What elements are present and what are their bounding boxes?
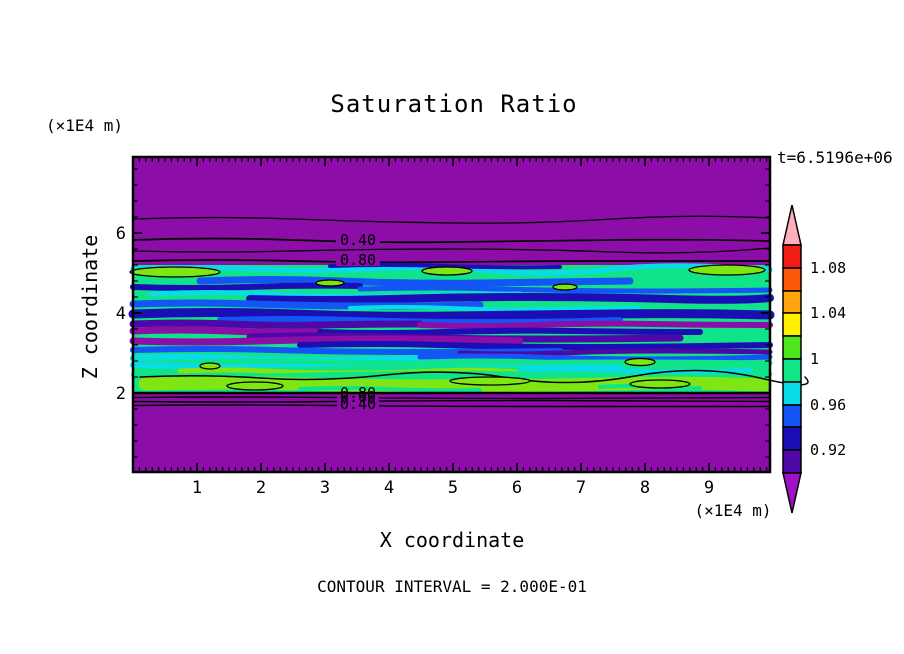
colorbar-cell [782,404,802,428]
z-tick-labels: 6 4 2 [116,224,126,404]
x-tick-label: 4 [384,478,394,498]
x-tick-label: 1 [192,478,202,498]
x-tick-label: 2 [256,478,266,498]
contour-label-060-bottom: 0.60 [340,388,376,406]
x-axis-label: X coordinate [380,528,525,552]
contour-label-080-bottom: 0.80 [340,384,376,402]
z-tick-label: 6 [116,224,126,244]
x-tick-label: 9 [704,478,714,498]
colorbar-label: 1.04 [810,304,846,322]
time-annotation: t=6.5196e+06 [777,148,893,167]
x-tick-label: 3 [320,478,330,498]
colorbar-cell [782,290,802,314]
contour-label-backgrounds [336,233,380,407]
colorbar-cell [782,335,802,360]
page-title: Saturation Ratio [330,90,577,118]
colorbar-label: 1 [810,350,819,368]
lower-contour-lines [132,391,771,408]
z-tick-label: 4 [116,304,126,324]
z-axis-unit: (×1E4 m) [46,116,123,135]
plot-area: 0.40 0.80 0.80 0.60 0.40 [128,155,809,474]
colorbar-label: 1.08 [810,259,846,277]
colorbar-cell [782,267,802,292]
colorbar-cell [782,381,802,406]
x-tick-label: 6 [512,478,522,498]
plot-border [131,155,772,474]
contour-label-080-top: 0.80 [340,251,376,269]
colorbar-arrow-top [782,204,802,246]
upper-contour-lines [132,215,771,264]
contour-value-labels: 0.40 0.80 0.80 0.60 0.40 [340,231,376,413]
colorbar-cell [782,358,802,383]
x-axis-unit: (×1E4 m) [694,501,771,520]
colorbar-cell [782,244,802,269]
saturation-band [128,263,809,393]
x-tick-labels: 1 2 3 4 5 6 7 8 9 [192,478,714,498]
colorbar-cell [782,312,802,337]
x-tick-label: 7 [576,478,586,498]
z-tick-label: 2 [116,384,126,404]
colorbar-labels: 1.08 1.04 1 0.96 0.92 [810,259,846,459]
z-axis-label: Z coordinate [78,235,102,380]
colorbar-arrow-bottom [782,472,802,514]
x-tick-label: 8 [640,478,650,498]
colorbar-label: 0.92 [810,441,846,459]
colorbar-cell [782,426,802,451]
contour-label-040-bottom: 0.40 [340,395,376,413]
contour-interval-note: CONTOUR INTERVAL = 2.000E-01 [317,577,587,596]
contour-label-040-top: 0.40 [340,231,376,249]
x-tick-label: 5 [448,478,458,498]
colorbar-label: 0.96 [810,396,846,414]
colorbar-cell [782,449,802,474]
colorbar [782,204,802,514]
